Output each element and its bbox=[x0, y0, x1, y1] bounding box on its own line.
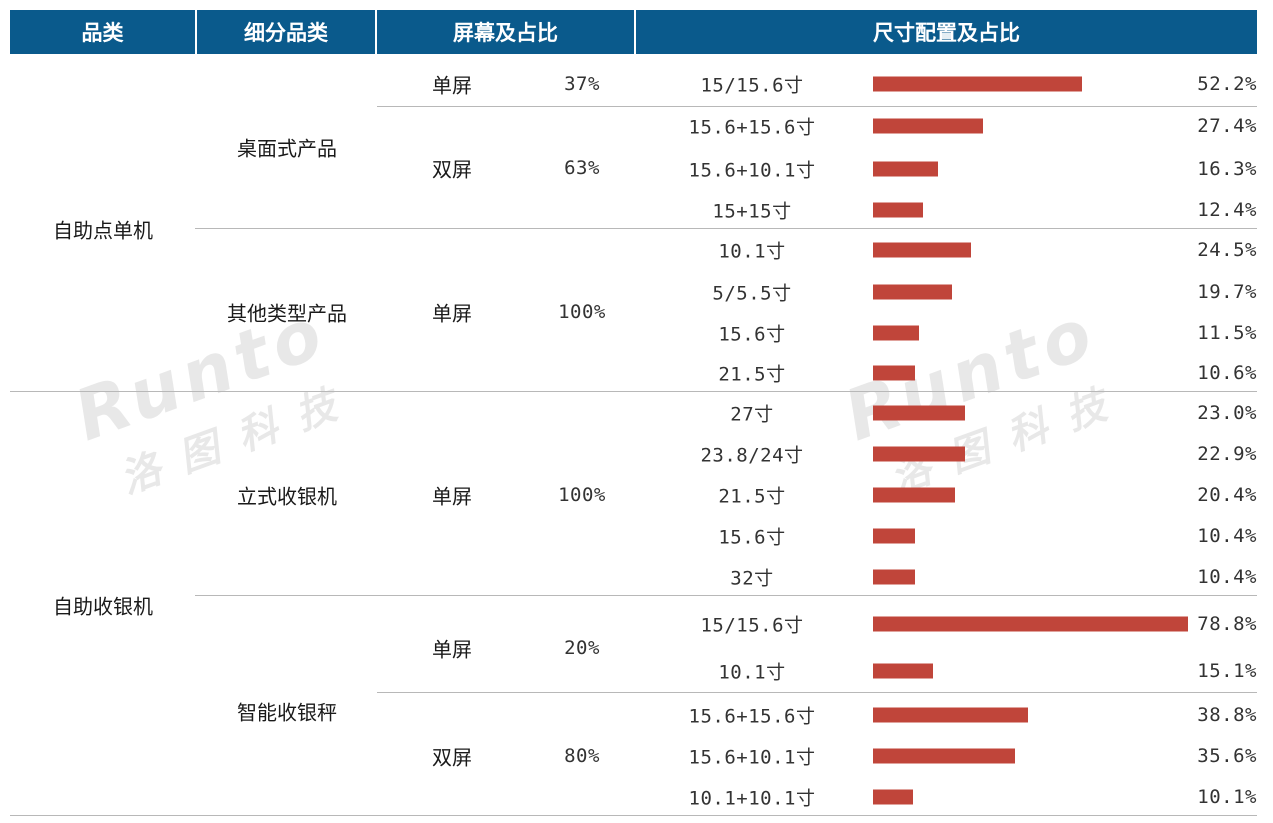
screen-type: 双屏 bbox=[432, 745, 472, 770]
header-size-share: 尺寸配置及占比 bbox=[636, 10, 1257, 54]
row-divider bbox=[377, 692, 1257, 693]
size-percentage: 24.5% bbox=[1197, 239, 1257, 261]
category-label: 自助收银机 bbox=[53, 594, 153, 619]
size-label: 32寸 bbox=[730, 567, 774, 590]
screen-type: 单屏 bbox=[432, 637, 472, 661]
size-label: 21.5寸 bbox=[718, 485, 786, 508]
bar-mark bbox=[873, 789, 914, 805]
screen-type: 单屏 bbox=[432, 301, 472, 325]
bar-mark bbox=[873, 446, 965, 462]
size-label: 21.5寸 bbox=[718, 363, 786, 386]
screen-type: 单屏 bbox=[432, 484, 472, 509]
size-label: 15.6+10.1寸 bbox=[688, 159, 816, 182]
subcategory-label: 立式收银机 bbox=[237, 484, 337, 509]
size-percentage: 78.8% bbox=[1197, 613, 1257, 635]
row-divider bbox=[377, 106, 1257, 107]
screen-share: 100% bbox=[558, 484, 606, 506]
size-label: 5/5.5寸 bbox=[712, 282, 792, 305]
header-category: 品类 bbox=[10, 10, 195, 54]
size-percentage: 20.4% bbox=[1197, 484, 1257, 506]
bar-mark bbox=[873, 616, 1189, 632]
bar-mark bbox=[873, 242, 971, 258]
size-percentage: 35.6% bbox=[1197, 745, 1257, 767]
bar-mark bbox=[873, 325, 919, 341]
size-label: 10.1寸 bbox=[718, 661, 786, 684]
screen-share: 100% bbox=[558, 300, 606, 323]
subcategory-label: 桌面式产品 bbox=[237, 136, 337, 161]
row-divider bbox=[10, 391, 1257, 392]
size-label: 15.6寸 bbox=[718, 526, 786, 549]
size-percentage: 52.2% bbox=[1197, 73, 1257, 95]
bar-mark bbox=[873, 76, 1082, 92]
size-label: 15.6寸 bbox=[718, 323, 786, 346]
size-label: 15.6+15.6寸 bbox=[688, 116, 816, 139]
screen-share: 80% bbox=[564, 745, 600, 767]
subcategory-label: 其他类型产品 bbox=[227, 301, 347, 325]
size-label: 15.6+10.1寸 bbox=[688, 746, 816, 769]
watermark-logo: Runto 洛图科技 bbox=[834, 290, 1134, 503]
size-label: 15+15寸 bbox=[712, 200, 792, 223]
size-label: 23.8/24寸 bbox=[700, 444, 804, 467]
row-divider bbox=[195, 595, 1257, 596]
bar-mark bbox=[873, 202, 923, 218]
size-label: 10.1寸 bbox=[718, 240, 786, 263]
screen-type: 双屏 bbox=[432, 157, 472, 182]
row-divider bbox=[195, 228, 1257, 229]
bar-mark bbox=[873, 487, 955, 503]
subcategory-label: 智能收银秤 bbox=[237, 700, 337, 724]
size-percentage: 22.9% bbox=[1197, 443, 1257, 465]
size-percentage: 19.7% bbox=[1197, 281, 1257, 303]
bar-mark bbox=[873, 405, 965, 421]
bar-mark bbox=[873, 118, 983, 134]
size-percentage: 10.4% bbox=[1197, 566, 1257, 588]
size-percentage: 11.5% bbox=[1197, 322, 1257, 344]
bar-mark bbox=[873, 748, 1016, 764]
screen-share: 20% bbox=[564, 636, 600, 659]
size-percentage: 23.0% bbox=[1197, 402, 1257, 424]
size-label: 10.1+10.1寸 bbox=[688, 787, 816, 810]
size-percentage: 38.8% bbox=[1197, 704, 1257, 726]
header-screen-share: 屏幕及占比 bbox=[377, 10, 634, 54]
screen-share: 37% bbox=[564, 73, 600, 95]
size-label: 27寸 bbox=[730, 403, 774, 426]
screen-type: 单屏 bbox=[432, 73, 472, 98]
size-percentage: 16.3% bbox=[1197, 158, 1257, 180]
category-label: 自助点单机 bbox=[53, 218, 153, 242]
size-percentage: 10.4% bbox=[1197, 525, 1257, 547]
bar-mark bbox=[873, 528, 915, 544]
size-percentage: 10.6% bbox=[1197, 362, 1257, 384]
screen-share: 63% bbox=[564, 157, 600, 179]
bar-mark bbox=[873, 569, 915, 585]
size-label: 15/15.6寸 bbox=[700, 74, 804, 97]
bar-mark bbox=[873, 663, 934, 679]
bar-mark bbox=[873, 365, 916, 381]
size-label: 15/15.6寸 bbox=[700, 614, 804, 637]
size-percentage: 12.4% bbox=[1197, 199, 1257, 221]
size-percentage: 27.4% bbox=[1197, 115, 1257, 137]
size-label: 15.6+15.6寸 bbox=[688, 705, 816, 728]
size-percentage: 10.1% bbox=[1197, 786, 1257, 808]
size-percentage: 15.1% bbox=[1197, 660, 1257, 682]
bar-mark bbox=[873, 284, 952, 300]
bar-mark bbox=[873, 161, 939, 177]
header-subcategory: 细分品类 bbox=[197, 10, 375, 54]
bar-mark bbox=[873, 707, 1029, 723]
row-divider bbox=[10, 815, 1257, 816]
